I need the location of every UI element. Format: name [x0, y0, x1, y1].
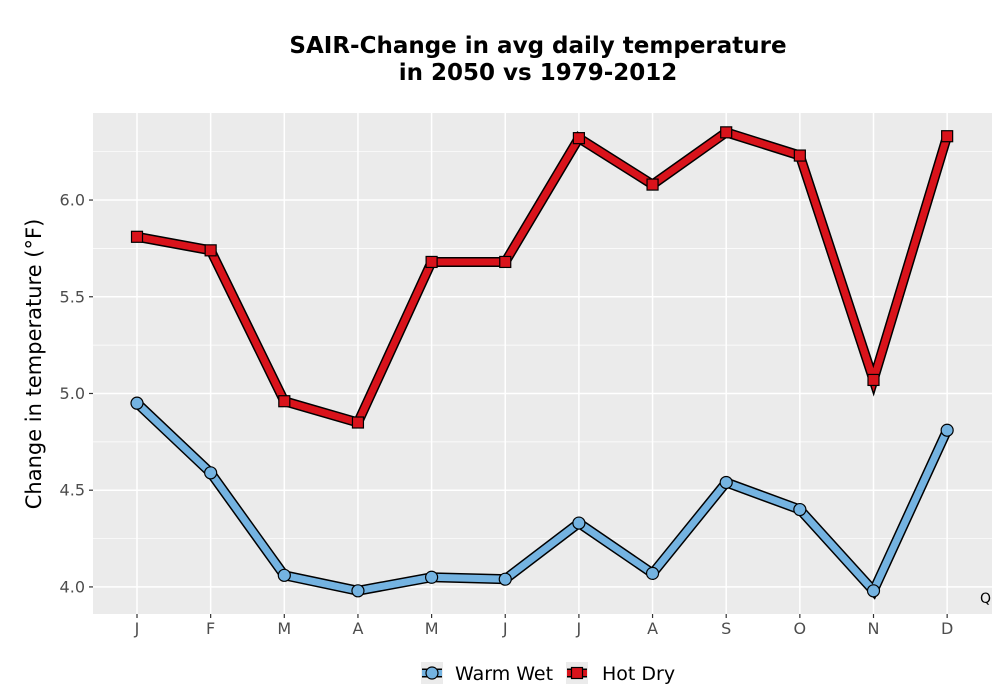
x-tick-label: F [206, 619, 215, 638]
data-point [572, 132, 586, 145]
data-point [793, 502, 807, 517]
y-tick-label: 4.5 [60, 481, 85, 500]
y-axis-title: Change in temperature (°F) [22, 219, 46, 510]
data-point [941, 130, 954, 143]
series-line [136, 128, 951, 427]
data-point [940, 423, 954, 437]
minor-gridlines [93, 151, 992, 539]
corner-mark: Q [980, 591, 991, 607]
data-point [204, 466, 218, 480]
x-tick-label: M [277, 619, 291, 638]
legend-key-marker [570, 666, 584, 680]
data-point [499, 255, 512, 269]
x-tick-label: N [868, 619, 880, 638]
x-tick-label: A [352, 619, 363, 638]
data-point [793, 149, 806, 162]
data-point [720, 126, 733, 139]
data-point [425, 255, 438, 269]
data-point [130, 396, 144, 410]
x-tick-label: J [134, 619, 140, 638]
y-axis-ticks: 4.0 4.5 5.0 5.5 6.0 [60, 191, 93, 596]
data-point [866, 584, 881, 598]
data-point [719, 475, 733, 490]
data-point [425, 570, 439, 584]
series-line [134, 400, 951, 598]
data-point [130, 230, 144, 243]
data-point [498, 572, 512, 586]
data-point [645, 566, 660, 580]
x-tick-label: S [721, 619, 731, 638]
chart-title: SAIR-Change in avg daily temperature [289, 33, 786, 59]
data-point [204, 244, 217, 257]
y-tick-label: 6.0 [60, 191, 85, 210]
x-tick-label: J [576, 619, 582, 638]
legend-key-marker [425, 666, 439, 680]
data-point [278, 395, 291, 408]
x-tick-label: D [941, 619, 953, 638]
y-tick-label: 4.0 [60, 577, 85, 596]
x-tick-label: M [425, 619, 439, 638]
x-tick-label: O [794, 619, 807, 638]
x-tick-label: A [647, 619, 658, 638]
legend-label: Warm Wet [455, 663, 553, 685]
data-point [572, 516, 586, 530]
legend: Warm Wet Hot Dry [421, 662, 675, 685]
y-tick-label: 5.0 [60, 384, 85, 403]
data-point [277, 568, 291, 582]
legend-label: Hot Dry [602, 663, 675, 685]
data-point [646, 178, 659, 191]
x-tick-label: J [502, 619, 508, 638]
y-tick-label: 5.5 [60, 287, 85, 306]
series-0 [130, 396, 954, 600]
data-point [867, 373, 880, 387]
chart-subtitle: in 2050 vs 1979-2012 [399, 60, 678, 86]
series-layer [130, 126, 954, 600]
series-1 [130, 126, 954, 429]
data-point [351, 416, 365, 429]
data-point [351, 584, 365, 598]
